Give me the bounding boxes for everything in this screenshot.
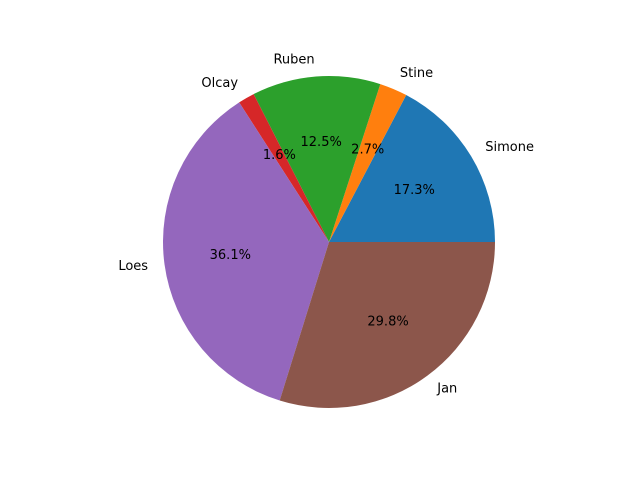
pie-label-stine: Stine [400,66,433,81]
pie-label-loes: Loes [118,259,148,274]
pie-percent-loes: 36.1% [210,248,251,263]
pie-slices [163,76,495,408]
pie-slice-ruben [253,76,381,242]
pie-percent-simone: 17.3% [394,183,435,198]
pie-label-ruben: Ruben [273,52,314,67]
pie-slice-olcay [239,94,329,242]
pie-slice-stine [329,84,407,242]
pie-percent-olcay: 1.6% [263,148,296,163]
pie-percent-ruben: 12.5% [301,135,342,150]
pie-label-olcay: Olcay [201,76,238,91]
pie-slice-loes [163,102,329,401]
pie-percent-stine: 2.7% [351,143,384,158]
pie-slice-simone [329,95,495,242]
pie-label-jan: Jan [436,382,457,397]
pie-percent-jan: 29.8% [367,315,408,330]
pie-label-simone: Simone [485,140,534,155]
pie-labels: Simone 17.3% Stine 2.7% Ruben 12.5% Olcay 1.6% L… [118,52,534,396]
pie-slice-jan [279,242,495,408]
